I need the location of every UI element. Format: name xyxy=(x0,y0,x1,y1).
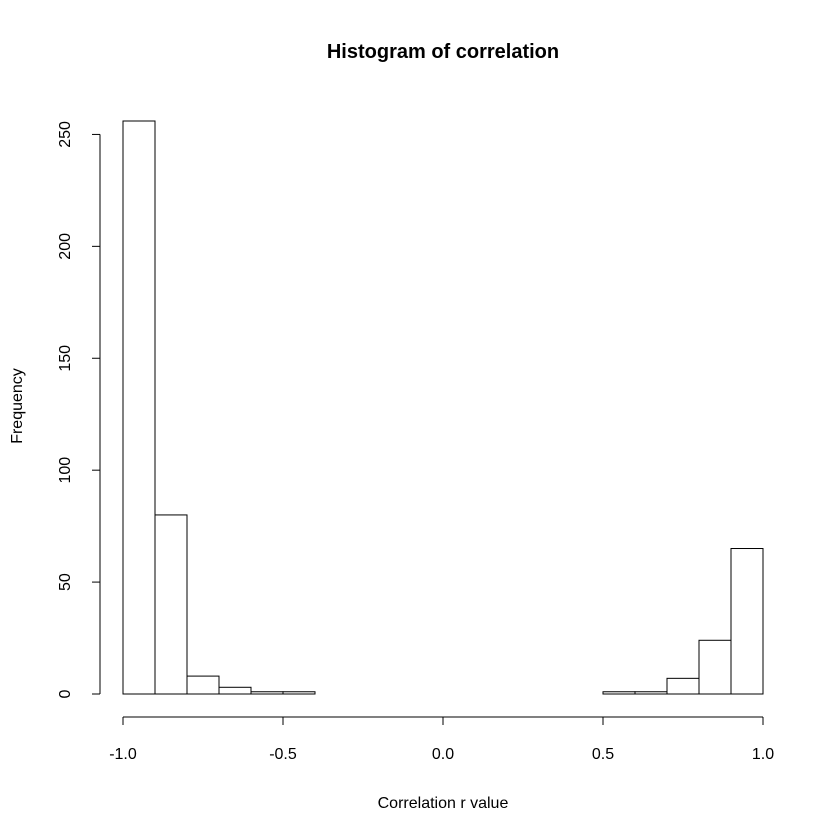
y-axis: 0 50 100 150 200 250 xyxy=(57,121,101,698)
y-tick-label: 100 xyxy=(57,457,74,484)
x-tick-label: 1.0 xyxy=(752,746,774,763)
histogram-bar-1 xyxy=(154,514,188,695)
y-tick-label: 0 xyxy=(57,689,74,698)
histogram-bar-16 xyxy=(634,691,668,695)
histogram-bar-0 xyxy=(122,120,156,695)
x-tick-label: -1.0 xyxy=(109,746,137,763)
chart-title: Histogram of correlation xyxy=(327,41,559,63)
y-tick-label: 150 xyxy=(57,345,74,372)
y-tick-label: 50 xyxy=(57,573,74,591)
histogram-bar-4 xyxy=(250,691,284,695)
x-axis: -1.0 -0.5 0.0 0.5 1.0 xyxy=(109,716,774,763)
histogram-bar-19 xyxy=(730,548,764,695)
histogram-bar-15 xyxy=(602,691,636,695)
histogram-bar-5 xyxy=(282,691,316,695)
x-tick-label: -0.5 xyxy=(269,746,297,763)
y-tick-label: 200 xyxy=(57,233,74,260)
x-axis-label: Correlation r value xyxy=(378,795,509,812)
histogram-bar-2 xyxy=(186,675,220,695)
histogram-bar-3 xyxy=(218,686,252,695)
histogram-bars xyxy=(122,120,764,695)
histogram-bar-17 xyxy=(666,677,700,695)
histogram-bar-18 xyxy=(698,639,732,695)
x-tick-label: 0.0 xyxy=(432,746,454,763)
x-tick-label: 0.5 xyxy=(592,746,614,763)
y-axis-label: Frequency xyxy=(9,368,26,444)
y-tick-label: 250 xyxy=(57,121,74,148)
